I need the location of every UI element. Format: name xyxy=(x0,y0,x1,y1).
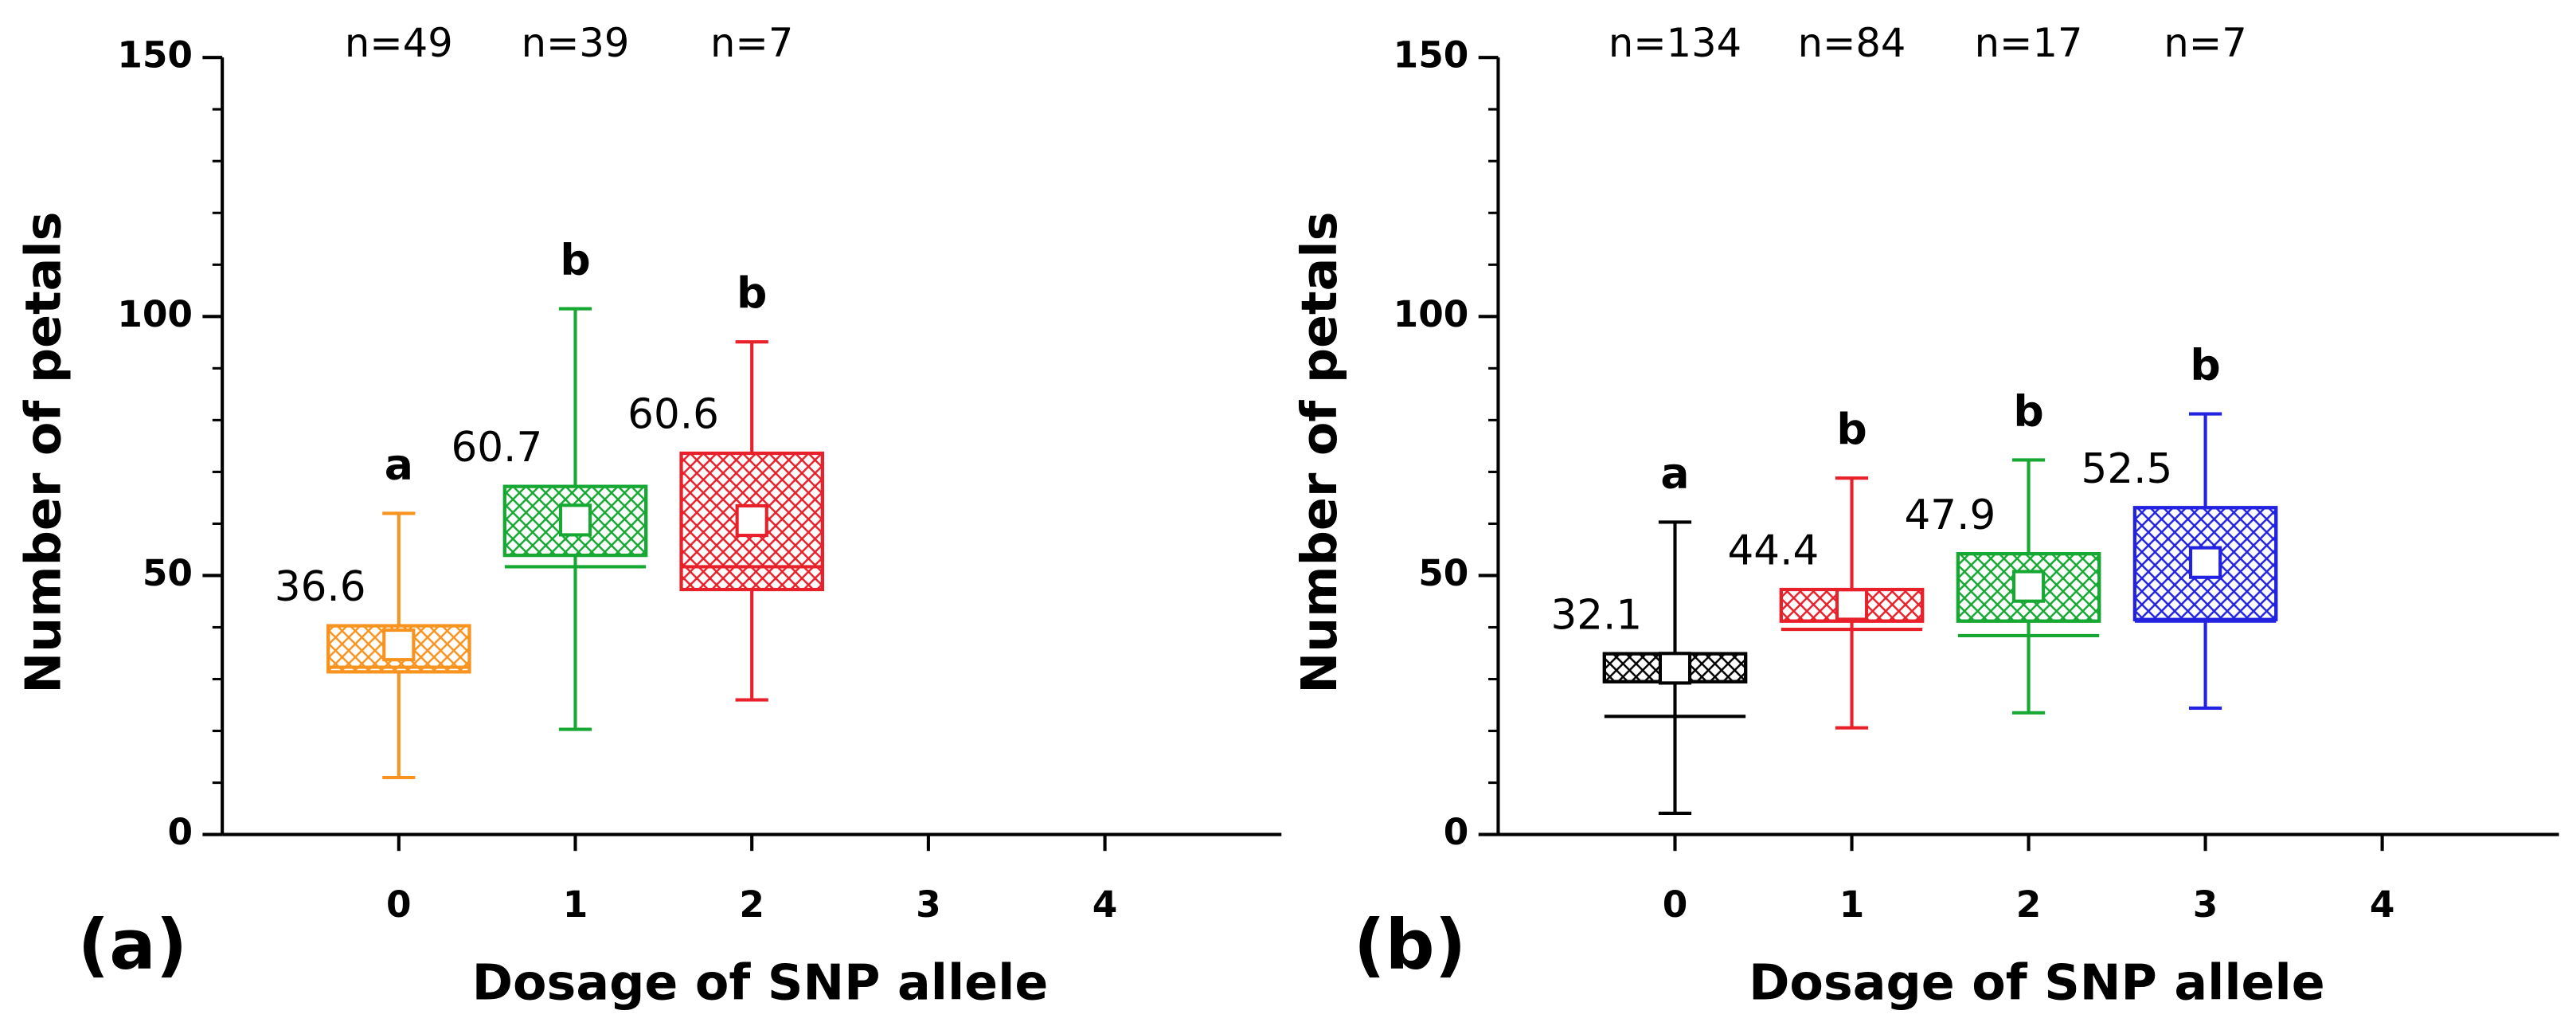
x-tick-label: 1 xyxy=(563,883,588,926)
panel-label: (a) xyxy=(78,906,188,985)
y-tick-label: 100 xyxy=(117,293,193,335)
n-label: n=7 xyxy=(2164,20,2246,66)
x-tick-label: 3 xyxy=(916,883,941,926)
x-tick-label: 2 xyxy=(2016,883,2042,926)
x-tick-label: 2 xyxy=(739,883,764,926)
significance-letter: b xyxy=(2190,339,2220,390)
n-label: n=39 xyxy=(522,20,630,66)
significance-letter: a xyxy=(1660,448,1689,498)
n-label: n=84 xyxy=(1798,20,1906,66)
y-tick-label: 150 xyxy=(1394,34,1469,76)
y-axis-title: Number of petals xyxy=(15,212,72,694)
n-label: n=17 xyxy=(1975,20,2083,66)
significance-letter: a xyxy=(385,439,413,489)
y-tick-label: 0 xyxy=(1444,811,1469,853)
significance-letter: b xyxy=(2013,386,2043,436)
x-tick-label: 1 xyxy=(1839,883,1865,926)
mean-marker xyxy=(1835,588,1869,621)
mean-label: 47.9 xyxy=(1905,492,1996,539)
significance-letter: b xyxy=(1836,404,1867,454)
significance-letter: b xyxy=(560,234,590,284)
x-axis-title: Dosage of SNP allele xyxy=(472,954,1049,1011)
x-tick-label: 0 xyxy=(1663,883,1688,926)
y-tick-label: 0 xyxy=(167,811,193,853)
mean-marker xyxy=(382,628,416,662)
mean-label: 60.6 xyxy=(627,391,719,439)
mean-label: 52.5 xyxy=(2082,445,2173,493)
y-tick-label: 50 xyxy=(143,552,193,594)
panel-label: (b) xyxy=(1354,906,1466,985)
mean-label: 36.6 xyxy=(275,563,366,611)
x-tick-label: 4 xyxy=(2370,883,2395,926)
n-label: n=134 xyxy=(1609,20,1741,66)
y-tick-label: 150 xyxy=(117,34,193,76)
mean-marker xyxy=(2188,546,2222,579)
y-tick-label: 100 xyxy=(1394,293,1469,335)
mean-label: 60.7 xyxy=(451,424,542,472)
n-label: n=7 xyxy=(710,20,793,66)
mean-marker xyxy=(2011,570,2046,603)
x-tick-label: 3 xyxy=(2193,883,2218,926)
mean-marker xyxy=(1658,652,1692,685)
mean-label: 44.4 xyxy=(1727,527,1819,575)
mean-marker xyxy=(558,503,592,537)
mean-marker xyxy=(735,503,768,538)
n-label: n=49 xyxy=(345,20,453,66)
x-tick-label: 0 xyxy=(386,883,412,926)
x-tick-label: 4 xyxy=(1093,883,1118,926)
y-tick-label: 50 xyxy=(1418,552,1468,594)
mean-label: 32.1 xyxy=(1550,591,1642,639)
y-axis-title: Number of petals xyxy=(1291,212,1348,694)
significance-letter: b xyxy=(737,268,767,318)
x-axis-title: Dosage of SNP allele xyxy=(1749,954,2325,1011)
